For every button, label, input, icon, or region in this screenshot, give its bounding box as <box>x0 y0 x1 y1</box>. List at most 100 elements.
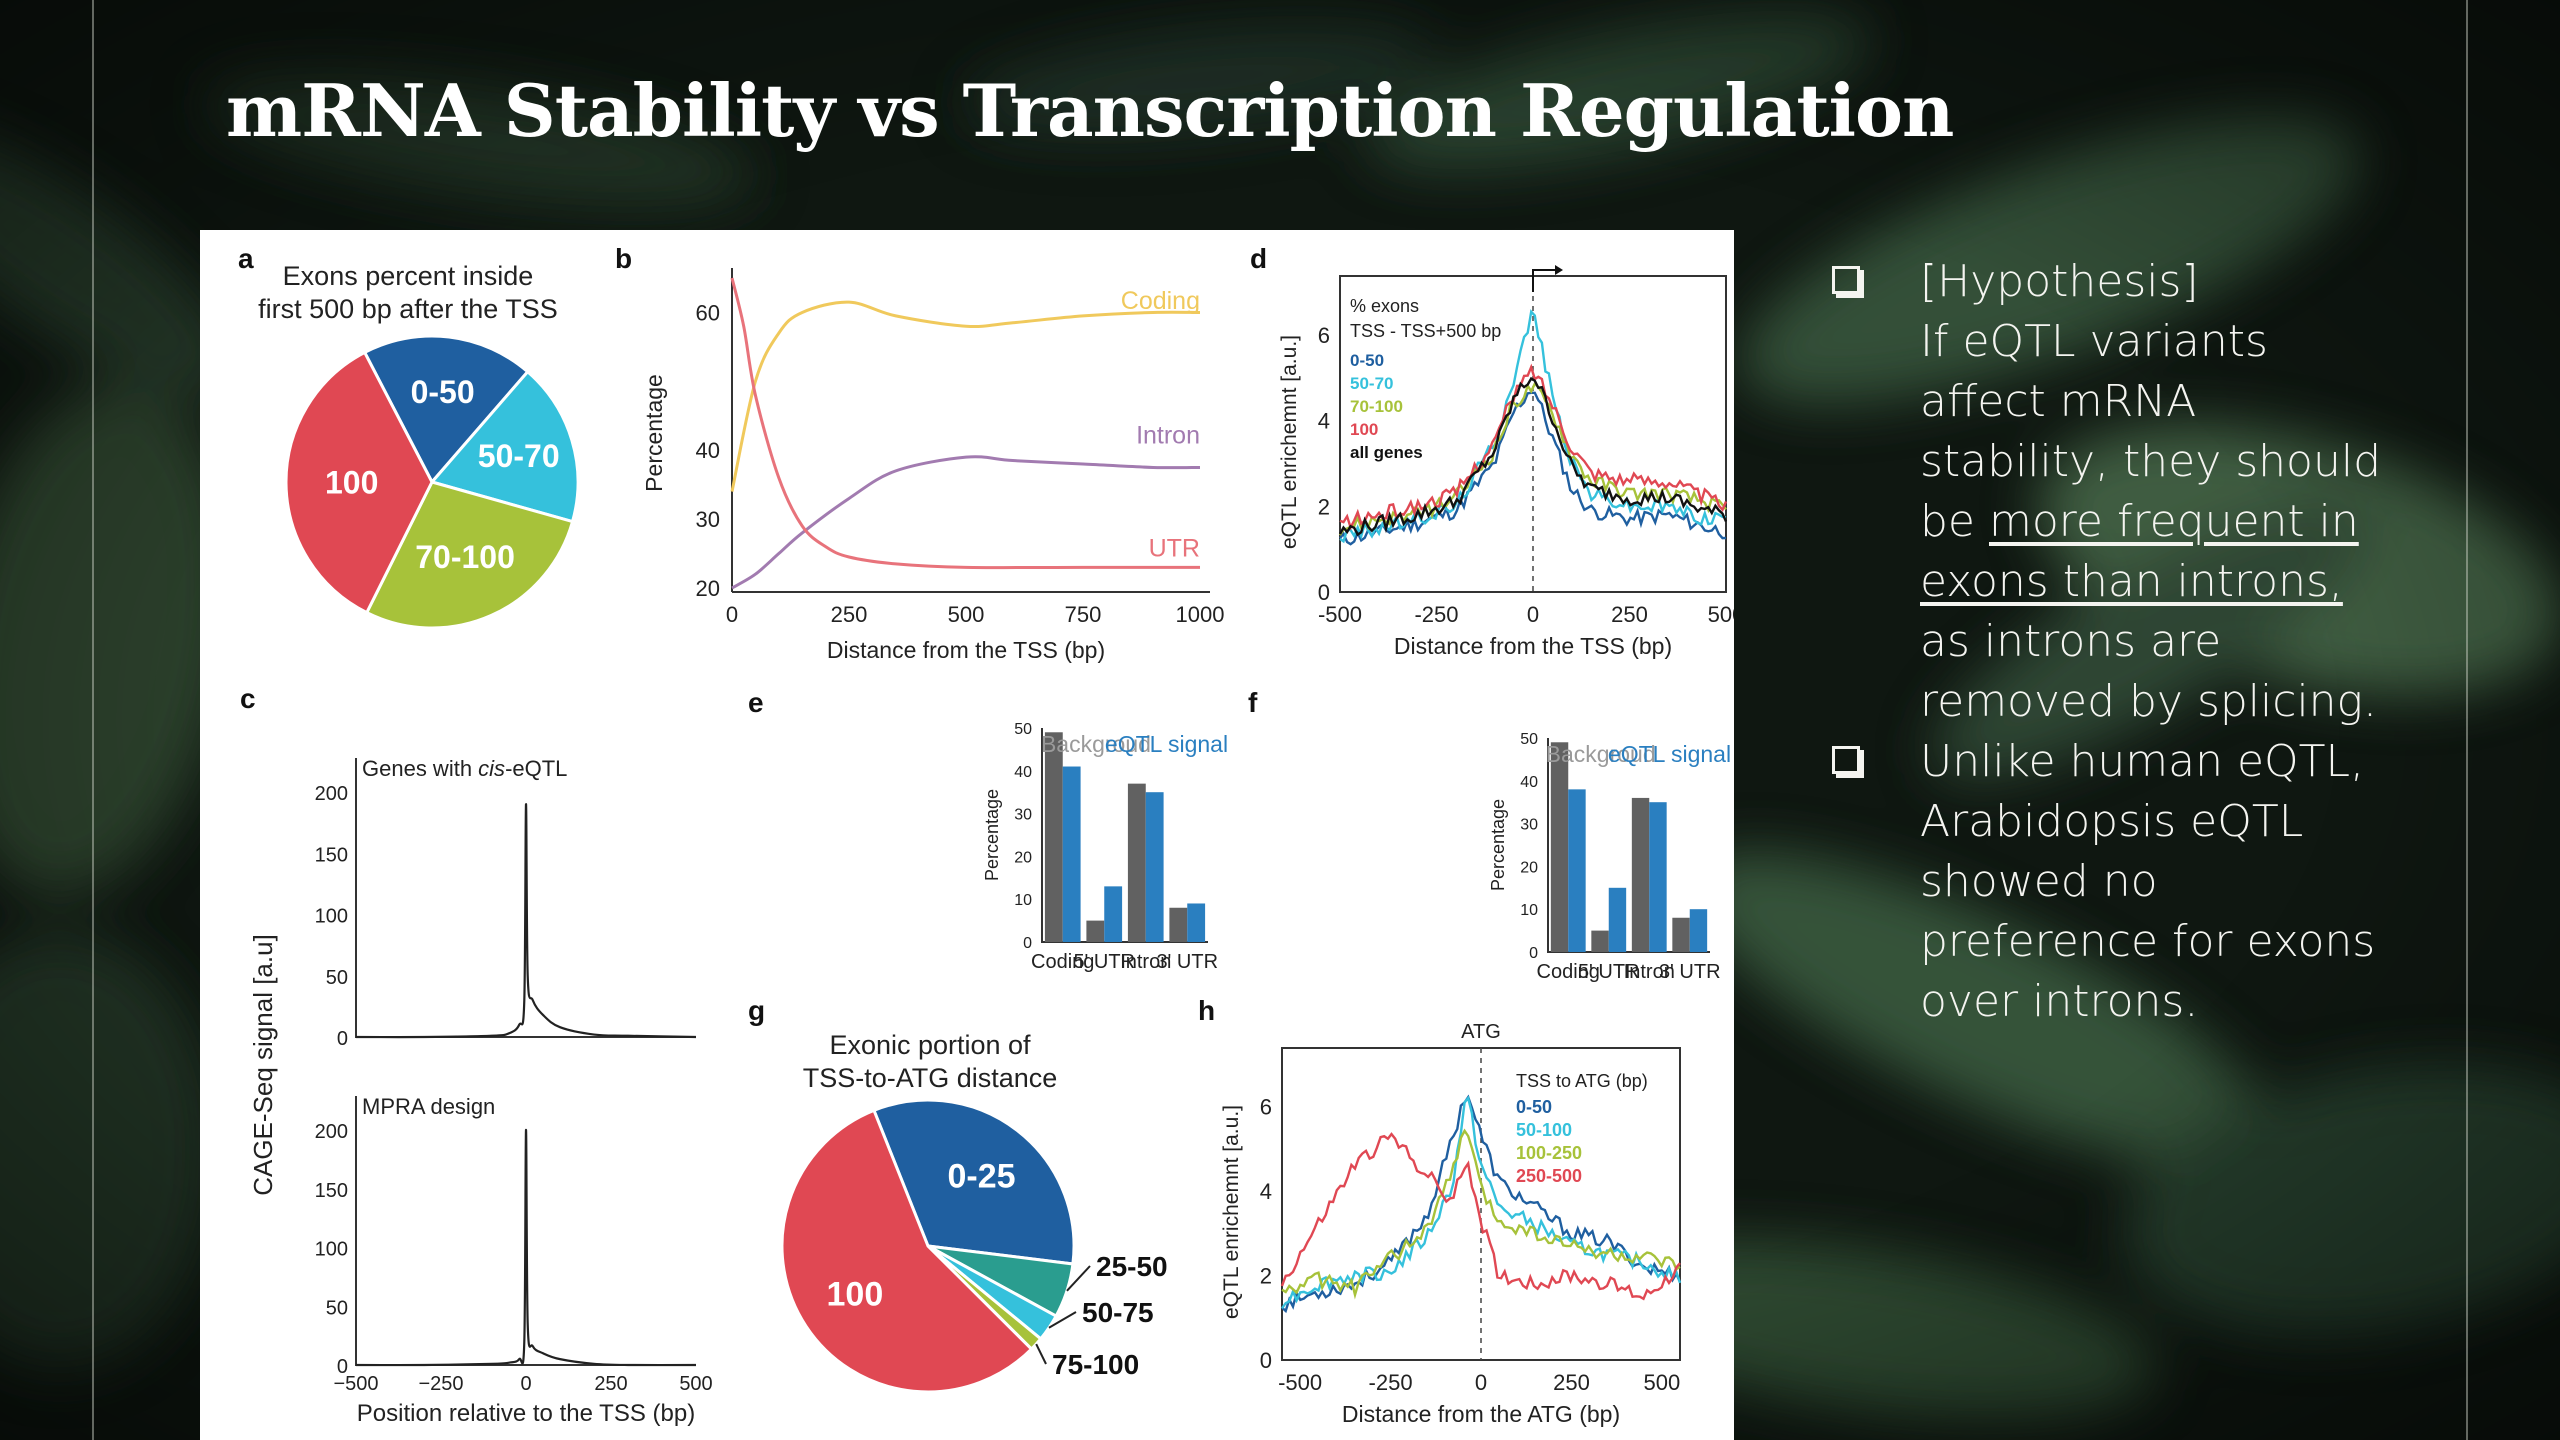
bar-eqtl-signal <box>1145 792 1164 942</box>
bar-eqtl-signal <box>1689 909 1708 952</box>
x-tick-label: 500 <box>1644 1370 1681 1395</box>
pie-slice-100 <box>780 1108 1034 1394</box>
subplot-title: MPRA design <box>362 1094 495 1119</box>
category-label: 3' UTR <box>1659 961 1721 983</box>
y-tick-label: 30 <box>1014 807 1032 824</box>
y-tick-label: 0 <box>337 1356 348 1378</box>
pie-label: 75-100 <box>1052 1349 1139 1380</box>
legend-entry: 100-250 <box>1516 1143 1582 1163</box>
panel-letter-a: a <box>238 243 254 274</box>
bullet-hypothesis: [Hypothesis] If eQTL variants affect mRN… <box>1826 252 2466 732</box>
bar-eqtl-signal <box>1187 903 1206 942</box>
category-label: Coding <box>1031 951 1094 973</box>
bar-eqtl-signal <box>1649 802 1667 952</box>
pie-label: 70-100 <box>415 539 515 575</box>
x-axis-label: Position relative to the TSS (bp) <box>357 1400 695 1427</box>
x-tick-label: 0 <box>726 602 738 627</box>
bullet-list: [Hypothesis] If eQTL variants affect mRN… <box>1826 252 2466 1032</box>
x-tick-label: 0 <box>1475 1370 1487 1395</box>
bar-backgroud <box>1550 742 1569 952</box>
legend-entry: Backgroud <box>1546 741 1656 767</box>
legend-entry: 250-500 <box>1516 1166 1582 1186</box>
y-tick-label: 60 <box>696 300 720 325</box>
y-tick-label: 150 <box>315 1180 348 1202</box>
y-tick-label: 30 <box>1520 817 1538 834</box>
y-tick-label: 20 <box>1014 849 1032 866</box>
bar-backgroud <box>1086 920 1105 942</box>
category-label: 5' UTR <box>1073 951 1135 973</box>
x-tick-label: 0 <box>520 1373 531 1395</box>
pie-leader-line <box>1048 1311 1077 1329</box>
bullet-human-eqtl-text: Unlike human eQTL, Arabidopsis eQTL show… <box>1920 732 2466 1032</box>
panel-letter-b: b <box>615 243 632 274</box>
pie-slice-0-50 <box>362 334 530 485</box>
series-line-utr <box>730 277 1200 570</box>
bar-backgroud <box>1591 930 1609 952</box>
checkbox-bullet-icon <box>1832 746 1860 774</box>
series-line-coding <box>730 300 1201 492</box>
bullet-line: removed by splicing. <box>1920 676 2377 727</box>
bullet-line: Arabidopsis eQTL <box>1920 796 2304 847</box>
bullet-line: [Hypothesis] <box>1920 256 2199 307</box>
legend-title: % exons <box>1350 296 1419 316</box>
tss-arrow-icon <box>1532 269 1555 292</box>
y-tick-label: 6 <box>1318 323 1330 348</box>
x-tick-label: 250 <box>1611 602 1648 627</box>
series-line-intron <box>731 455 1201 590</box>
y-axis-label: Percentage <box>1488 799 1508 891</box>
series-line <box>1281 1095 1682 1309</box>
x-tick-label: -250 <box>1414 602 1458 627</box>
bar-eqtl-signal <box>1104 886 1123 942</box>
underlined-text: more frequent in <box>1989 496 2359 547</box>
category-label: 3' UTR <box>1156 951 1218 973</box>
pie-title: Exonic portion of <box>829 1030 1031 1060</box>
bullet-line: affect mRNA <box>1920 376 2197 427</box>
series-line <box>1338 376 1728 537</box>
y-tick-label: 40 <box>1014 764 1032 781</box>
bullet-line: If eQTL variants <box>1920 316 2268 367</box>
bar-eqtl-signal <box>1568 789 1586 952</box>
y-tick-label: 50 <box>326 1297 348 1319</box>
cage-signal-line <box>355 803 697 1039</box>
category-label: Intron <box>1624 961 1675 983</box>
y-tick-label: 150 <box>315 844 348 866</box>
legend-entry: Backgroud <box>1041 731 1151 757</box>
y-tick-label: 20 <box>696 576 720 601</box>
bullet-line: over introns. <box>1920 976 2199 1027</box>
pie-label: 100 <box>827 1275 884 1313</box>
category-label: 5' UTR <box>1578 961 1640 983</box>
atg-marker-label: ATG <box>1461 1021 1501 1043</box>
pie-title: TSS-to-ATG distance <box>803 1063 1058 1093</box>
panel-letter-g: g <box>748 995 765 1026</box>
series-line <box>1339 363 1728 531</box>
bullet-line: stability, they should <box>1920 436 2382 487</box>
category-label: Intron <box>1120 951 1171 973</box>
bar-backgroud <box>1672 917 1690 952</box>
x-tick-label: 500 <box>679 1373 712 1395</box>
pie-label: 50-75 <box>1082 1297 1154 1328</box>
bullet-human-eqtl: Unlike human eQTL, Arabidopsis eQTL show… <box>1826 732 2466 1032</box>
pie-label: 50-70 <box>478 438 560 474</box>
series-line <box>1280 1132 1681 1301</box>
bullet-line: be <box>1920 496 1989 547</box>
y-tick-label: 0 <box>1318 580 1330 605</box>
pie-label: 0-25 <box>948 1158 1016 1196</box>
legend-entry: eQTL signal <box>1105 731 1228 757</box>
legend-entry: 0-50 <box>1350 351 1384 370</box>
y-tick-label: 2 <box>1318 494 1330 519</box>
bar-backgroud <box>1127 783 1146 942</box>
panel-letter-c: c <box>240 683 256 714</box>
x-axis-label: Distance from the TSS (bp) <box>1394 633 1672 659</box>
y-axis-label: CAGE-Seq signal [a.u] <box>248 934 278 1196</box>
pie-slice-0-25 <box>872 1098 1076 1266</box>
subplot-title: Genes with cis-eQTL <box>362 756 567 781</box>
legend-entry: 100 <box>1350 420 1378 439</box>
x-axis-label: Distance from the ATG (bp) <box>1342 1401 1620 1427</box>
underlined-text: exons than introns, <box>1920 556 2343 607</box>
legend-entry: 0-50 <box>1516 1097 1552 1117</box>
x-tick-label: 250 <box>594 1373 627 1395</box>
series-label-coding: Coding <box>1121 287 1200 315</box>
series-line <box>1339 391 1727 546</box>
frame-line-right <box>2466 0 2468 1440</box>
